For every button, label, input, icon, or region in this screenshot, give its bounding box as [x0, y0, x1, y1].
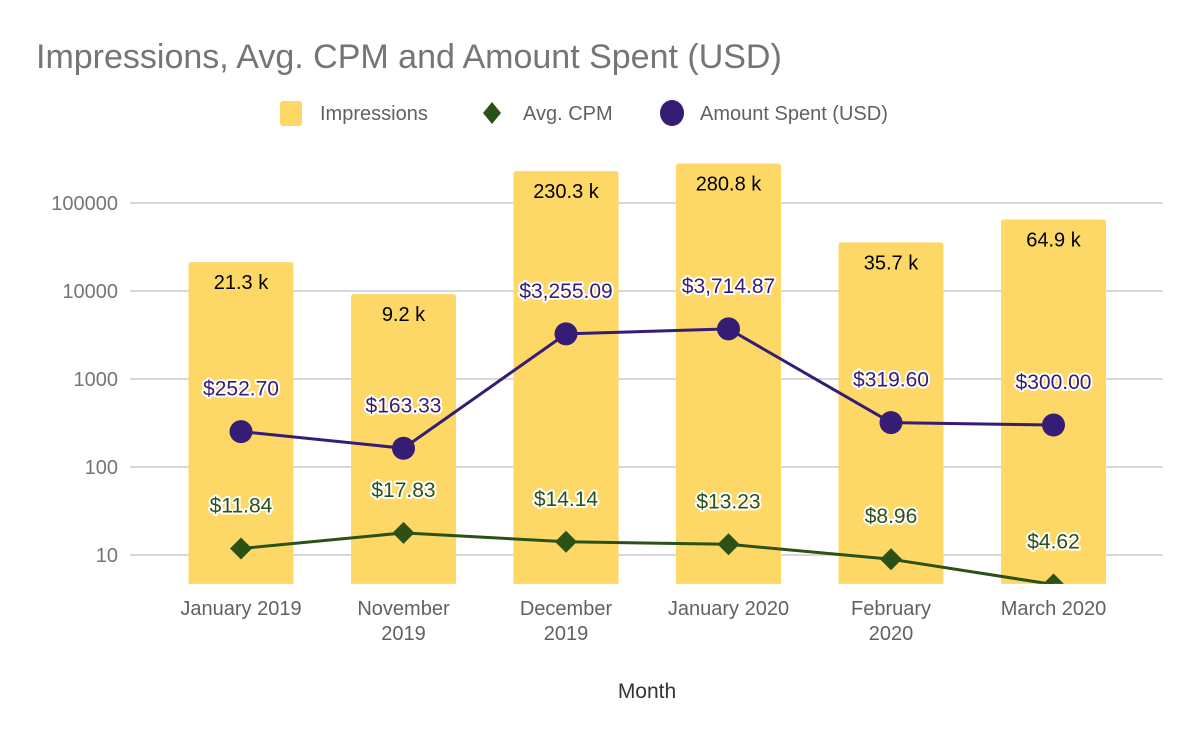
avg-cpm-data-label: $14.14	[534, 488, 599, 511]
series-markers	[229, 317, 1065, 584]
bar	[676, 163, 781, 584]
x-tick-label: 2020	[869, 623, 914, 645]
legend-label-avg-cpm: Avg. CPM	[523, 103, 613, 125]
amount-spent-point	[392, 436, 415, 460]
chart-title: Impressions, Avg. CPM and Amount Spent (…	[36, 38, 782, 76]
avg-cpm-data-label: $17.83	[371, 479, 435, 502]
impressions-data-label: 280.8 k	[696, 174, 763, 196]
x-tick-label: 2019	[381, 623, 426, 645]
impressions-data-label: 35.7 k	[864, 252, 919, 274]
data-labels: 21.3 k 9.2 k 230.3 k 280.8 k 35.7 k 64.9 k $11…	[201, 174, 1093, 556]
legend-item-amount-spent[interactable]: Amount Spent (USD)	[660, 100, 888, 126]
series-lines	[240, 327, 1054, 584]
bar	[1001, 219, 1106, 584]
amount-spent-data-label: $3,255.09	[519, 280, 612, 303]
x-tick-label: November	[357, 598, 450, 620]
amount-spent-point	[879, 411, 903, 435]
legend-swatch-amount-spent	[660, 100, 684, 126]
amount-spent-data-label: $3,714.87	[682, 275, 775, 298]
legend-swatch-impressions	[280, 101, 302, 126]
avg-cpm-point	[880, 548, 902, 571]
impressions-data-label: 9.2 k	[382, 304, 426, 326]
avg-cpm-data-label: $8.96	[865, 505, 918, 528]
x-tick-label: February	[851, 598, 931, 620]
x-axis-ticks: January 2019 November 2019 December 2019 Janu…	[180, 598, 1106, 645]
x-tick-label: December	[520, 598, 613, 620]
impressions-data-label: 21.3 k	[214, 272, 269, 294]
y-tick-label: 100000	[51, 193, 118, 215]
avg-cpm-point	[717, 533, 740, 556]
amount-spent-point	[229, 420, 253, 444]
x-tick-label: January 2019	[180, 598, 301, 620]
amount-spent-line	[240, 327, 1054, 450]
amount-spent-data-label: $252.70	[203, 378, 279, 401]
amount-spent-point	[717, 317, 740, 341]
legend-label-amount-spent: Amount Spent (USD)	[700, 103, 888, 125]
gridlines	[130, 202, 1163, 556]
x-tick-label: 2019	[544, 623, 589, 645]
y-tick-label: 10000	[62, 281, 118, 303]
avg-cpm-data-label: $13.23	[696, 490, 760, 513]
legend-swatch-avg-cpm	[483, 102, 501, 124]
avg-cpm-point	[1043, 573, 1064, 584]
bar	[513, 171, 619, 584]
amount-spent-point	[1042, 413, 1065, 437]
avg-cpm-data-label: $11.84	[210, 495, 273, 518]
legend-item-avg-cpm[interactable]: Avg. CPM	[483, 102, 613, 125]
avg-cpm-data-label: $4.62	[1027, 531, 1080, 554]
legend: Impressions Avg. CPM Amount Spent (USD)	[280, 100, 888, 126]
y-axis-ticks: 10 100 1000 10000 100000	[51, 193, 118, 567]
avg-cpm-point	[555, 530, 577, 553]
x-axis-label: Month	[618, 680, 676, 703]
amount-spent-data-label: $163.33	[366, 394, 442, 417]
x-tick-label: January 2020	[668, 598, 789, 620]
x-tick-label: March 2020	[1001, 598, 1107, 620]
amount-spent-data-label: $319.60	[853, 369, 929, 392]
amount-spent-point	[554, 322, 578, 346]
y-tick-label: 100	[85, 457, 118, 479]
impressions-data-label: 64.9 k	[1026, 230, 1081, 252]
legend-label-impressions: Impressions	[320, 103, 428, 125]
y-tick-label: 1000	[74, 369, 119, 391]
impressions-bars	[188, 163, 1106, 584]
impressions-data-label: 230.3 k	[533, 181, 600, 203]
amount-spent-data-label: $300.00	[1016, 371, 1092, 394]
avg-cpm-point	[230, 537, 252, 560]
avg-cpm-point	[392, 521, 415, 544]
avg-cpm-line	[240, 531, 1054, 584]
legend-item-impressions[interactable]: Impressions	[280, 101, 428, 126]
y-tick-label: 10	[96, 545, 118, 567]
